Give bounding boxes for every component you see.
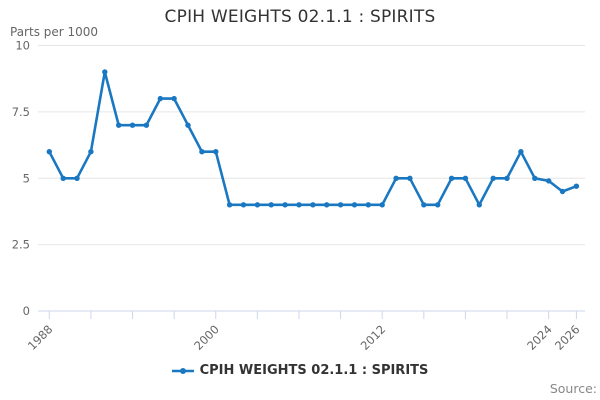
data-point-marker[interactable]: [157, 95, 163, 102]
data-point-marker[interactable]: [448, 175, 455, 181]
data-point-marker[interactable]: [476, 202, 482, 208]
y-tick-label: 7.5: [12, 105, 30, 119]
data-point-marker[interactable]: [337, 202, 344, 208]
data-point-marker[interactable]: [213, 149, 219, 155]
data-point-marker[interactable]: [171, 95, 177, 102]
data-point-marker[interactable]: [199, 149, 205, 155]
data-point-marker[interactable]: [532, 175, 538, 181]
data-point-marker[interactable]: [129, 122, 136, 128]
data-point-marker[interactable]: [60, 175, 66, 181]
data-point-marker[interactable]: [573, 183, 580, 189]
data-point-marker[interactable]: [88, 149, 94, 155]
data-point-marker[interactable]: [518, 149, 524, 155]
data-point-marker[interactable]: [74, 175, 80, 181]
data-point-marker[interactable]: [226, 202, 233, 208]
data-point-marker[interactable]: [559, 188, 566, 195]
legend-label: CPIH WEIGHTS 02.1.1 : SPIRITS: [199, 363, 429, 378]
data-point-marker[interactable]: [310, 202, 316, 208]
data-point-marker[interactable]: [324, 202, 330, 208]
data-point-marker[interactable]: [282, 202, 288, 208]
data-point-marker[interactable]: [102, 69, 108, 75]
data-point-marker[interactable]: [185, 122, 191, 128]
data-point-marker[interactable]: [240, 202, 247, 208]
x-tick-label: 2012: [358, 322, 389, 352]
data-point-marker[interactable]: [143, 122, 150, 128]
x-tick-label: 2000: [191, 322, 222, 352]
data-point-marker[interactable]: [254, 202, 261, 208]
data-point-marker[interactable]: [504, 175, 510, 181]
chart-title: CPIH WEIGHTS 02.1.1 : SPIRITS: [164, 7, 436, 27]
y-tick-label: 0: [23, 304, 30, 318]
data-point-marker[interactable]: [351, 202, 358, 208]
x-tick-label: 2024: [524, 322, 555, 352]
y-tick-label: 5: [23, 171, 30, 185]
data-point-marker[interactable]: [490, 175, 496, 181]
x-tick-label: 1988: [25, 322, 56, 352]
data-point-marker[interactable]: [407, 175, 413, 181]
data-point-marker[interactable]: [546, 178, 552, 184]
y-tick-label: 2.5: [12, 238, 30, 252]
legend-item[interactable]: CPIH WEIGHTS 02.1.1 : SPIRITS: [0, 363, 600, 378]
data-point-marker[interactable]: [116, 122, 122, 128]
data-point-marker[interactable]: [435, 202, 441, 208]
data-point-marker[interactable]: [365, 202, 371, 208]
legend-line-marker-icon: [171, 367, 194, 374]
data-point-marker[interactable]: [393, 175, 399, 181]
data-point-marker[interactable]: [296, 202, 302, 208]
x-tick-label: 2026: [552, 322, 583, 352]
series-line[interactable]: [47, 70, 578, 207]
data-point-marker[interactable]: [421, 202, 427, 208]
y-tick-label: 10: [15, 39, 30, 53]
y-axis-unit-label: Parts per 1000: [10, 25, 99, 39]
data-point-marker[interactable]: [379, 202, 385, 208]
data-point-marker[interactable]: [462, 175, 469, 181]
data-point-marker[interactable]: [46, 149, 52, 155]
source-label: Source:: [549, 381, 597, 396]
data-point-marker[interactable]: [268, 202, 274, 208]
